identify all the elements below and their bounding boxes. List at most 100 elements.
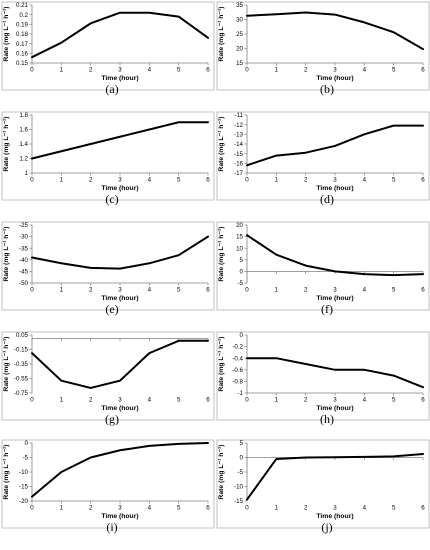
panel-i-xtick-label: 4 — [148, 505, 152, 512]
panel-d-ytick-label: -17 — [234, 170, 244, 177]
panel-h-label: (h) — [320, 412, 334, 426]
panel-h: -1 -0.8 -0.6 -0.4 -0.2 0 0 1 2 3 4 5 6 Time (hour) Rat… — [216, 331, 430, 426]
panel-c-ytick-label: 1.8 — [19, 112, 28, 119]
panel-i-ytick-label: -20 — [19, 498, 29, 505]
panel-i: -20 -15 -10 -5 0 0 1 2 3 4 5 6 Time (hour) Rate (mg L… — [1, 439, 215, 534]
panel-a-xtick-label: 1 — [60, 67, 64, 74]
panel-a-ytick-label: 0.21 — [16, 2, 29, 9]
panel-g-label: (g) — [105, 412, 119, 426]
panel-e-xtick-label: 2 — [89, 287, 93, 294]
panel-h-series-line — [246, 357, 424, 389]
panel-d-xtick-label: 0 — [245, 177, 249, 184]
panel-e-xtick-label: 5 — [177, 287, 181, 294]
panel-f-xtick-label: 1 — [275, 287, 279, 294]
panel-g-ytick-label: -0.55 — [14, 376, 29, 383]
panel-a-xtick-label: 0 — [30, 67, 34, 74]
panel-c-xtick-label: 1 — [60, 177, 64, 184]
panel-j-series-line — [246, 453, 424, 501]
panel-i-ytick-label: -15 — [19, 484, 29, 491]
panel-i-ytick-label: -5 — [22, 455, 28, 462]
panel-b-xtick-label: 1 — [275, 67, 279, 74]
panel-e-frame — [1, 221, 215, 311]
panel-b-series-line — [246, 11, 424, 51]
panel-d-xtick-label: 3 — [333, 177, 337, 184]
panel-d-frame — [216, 111, 430, 201]
panel-e-label: (e) — [105, 302, 118, 316]
panel-f-xtick-label: 5 — [392, 287, 396, 294]
panel-b-ytick-label: 20 — [236, 46, 243, 53]
panel-e-xlabel: Time (hour) — [101, 295, 138, 302]
panel-f-frame — [216, 221, 430, 311]
panel-f-ytick-label: 20 — [236, 222, 243, 229]
panel-f-ytick-label: 10 — [236, 245, 243, 252]
panel-c-frame — [1, 111, 215, 201]
panel-g: -0.75 -0.55 -0.35 -0.15 0.05 0 1 2 3 4 5 6 Time (hou… — [1, 331, 215, 426]
panel-h-ytick-label: -1 — [237, 390, 243, 397]
panel-a-xtick-label: 2 — [89, 67, 93, 74]
panel-g-ylabel: Rate (mg L⁻¹ h⁻¹) — [3, 336, 10, 391]
panel-c-ytick-label: 1.2 — [19, 156, 28, 163]
panel-b-xtick-label: 6 — [421, 67, 425, 74]
panel-b: 15 20 25 30 35 0 1 2 3 4 5 6 Time (hour) Rate (mg L⁻¹… — [216, 1, 430, 96]
panel-d: -17 -16 -15 -14 -13 -12 -11 0 1 2 3 4 5 6 Time (hour) R… — [216, 111, 430, 206]
panel-j-xtick-label: 2 — [304, 505, 308, 512]
panel-d-ytick-label: -12 — [234, 122, 244, 129]
panel-c-ytick-label: 1 — [25, 170, 29, 177]
panel-h-ylabel: Rate (mg L⁻¹ h⁻¹) — [218, 336, 225, 391]
panel-g-series-line — [31, 339, 209, 389]
panel-e-ytick-label: -50 — [19, 280, 29, 287]
panel-d-ytick-label: -16 — [234, 160, 244, 167]
panel-a-xtick-label: 4 — [148, 67, 152, 74]
panel-c-xtick-label: 6 — [206, 177, 210, 184]
panel-g-ytick-label: -0.15 — [14, 347, 29, 354]
panel-i-xtick-label: 0 — [30, 505, 34, 512]
panel-g-ytick-label: -0.35 — [14, 361, 29, 368]
panel-b-xtick-label: 4 — [363, 67, 367, 74]
panel-j-xtick-label: 5 — [392, 505, 396, 512]
panel-f-xtick-label: 2 — [304, 287, 308, 294]
panel-b-ylabel: Rate (mg L⁻¹ h⁻¹) — [218, 6, 225, 61]
panel-b-label: (b) — [320, 82, 334, 96]
panel-c-xtick-label: 0 — [30, 177, 34, 184]
panel-d-ytick-label: -11 — [235, 112, 244, 119]
panel-i-xlabel: Time (hour) — [101, 513, 138, 520]
panel-i-xtick-label: 6 — [206, 505, 210, 512]
panel-h-ytick-label: -0.2 — [232, 344, 243, 351]
panel-e-xtick-label: 1 — [60, 287, 64, 294]
panel-j-ytick-label: -15 — [234, 498, 244, 505]
panel-h-xtick-label: 1 — [275, 397, 279, 404]
panel-a: 0.15 0.16 0.17 0.18 0.19 0.2 0.21 0 1 2 3 4 5 6 Time (… — [1, 1, 215, 96]
panel-g-xtick-label: 2 — [89, 397, 93, 404]
panel-f-ylabel: Rate (mg L⁻¹ h⁻¹) — [218, 226, 225, 281]
panel-e-series-line — [31, 235, 209, 270]
panel-d-ytick-label: -15 — [234, 151, 244, 158]
panel-c-label: (c) — [105, 192, 118, 206]
panel-f-label: (f) — [321, 302, 333, 316]
panel-i-xtick-label: 1 — [60, 505, 64, 512]
panel-a-label: (a) — [105, 82, 118, 96]
panel-j-ytick-label: 5 — [240, 440, 244, 447]
panel-h-ytick-label: -0.8 — [232, 379, 243, 386]
panel-h-xtick-label: 2 — [304, 397, 308, 404]
panel-b-xtick-label: 3 — [333, 67, 337, 74]
panel-a-series-line — [31, 11, 209, 59]
panel-c-ylabel: Rate (mg L⁻¹ h⁻¹) — [3, 116, 10, 171]
panel-e-xtick-label: 4 — [148, 287, 152, 294]
panel-j-xtick-label: 0 — [245, 505, 249, 512]
panel-i-ytick-label: -10 — [19, 469, 29, 476]
panel-c-ytick-label: 1.4 — [19, 141, 28, 148]
panel-f-xlabel: Time (hour) — [316, 295, 353, 302]
panel-f-ytick-label: -5 — [237, 280, 243, 287]
panel-g-xlabel: Time (hour) — [101, 405, 138, 412]
panel-e-ytick-label: -30 — [19, 234, 29, 241]
panel-j-ytick-label: -10 — [234, 484, 244, 491]
panel-h-xtick-label: 0 — [245, 397, 249, 404]
panel-i-label: (i) — [106, 520, 117, 534]
panel-b-ytick-label: 35 — [236, 2, 243, 9]
panel-c-xtick-label: 4 — [148, 177, 152, 184]
panel-i-ylabel: Rate (mg L⁻¹ h⁻¹) — [3, 444, 10, 499]
panel-a-xtick-label: 6 — [206, 67, 210, 74]
panel-e-xtick-label: 6 — [206, 287, 210, 294]
